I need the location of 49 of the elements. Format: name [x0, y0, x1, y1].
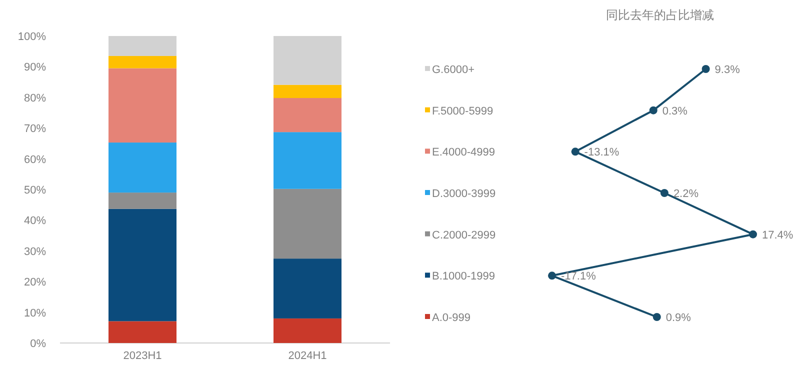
- y-tick-label: 30%: [24, 246, 46, 258]
- data-label: 0.3%: [662, 105, 688, 118]
- point: [749, 230, 757, 238]
- bar: [108, 321, 176, 343]
- data-label: -13.1%: [584, 146, 620, 159]
- x-tick-label: 2024H1: [288, 350, 327, 362]
- bar: [274, 318, 342, 343]
- y-tick-label: 90%: [24, 62, 46, 74]
- bar: [108, 142, 176, 193]
- y-tick-label: 10%: [24, 307, 46, 320]
- point: [571, 148, 580, 156]
- y-tick-label: E.4000-4999: [432, 146, 495, 159]
- y-tick-label: 80%: [24, 92, 46, 104]
- data-label: 2.2%: [673, 188, 699, 200]
- bar: [274, 84, 342, 98]
- y-tick-label: F.5000-5999: [432, 105, 494, 118]
- bar: [108, 36, 176, 56]
- y-tick-label: 0%: [30, 338, 46, 350]
- data-label: 0.9%: [666, 312, 692, 324]
- y-tick-label: 60%: [24, 154, 46, 166]
- bar: [274, 258, 342, 318]
- point: [548, 272, 556, 280]
- point: [649, 106, 658, 114]
- point: [660, 189, 668, 197]
- y-tick-label: D.3000-3999: [432, 188, 496, 200]
- y-tick-label: 40%: [24, 215, 46, 228]
- y-tick-label: 50%: [24, 184, 46, 196]
- bar: [274, 132, 342, 189]
- point: [652, 313, 661, 321]
- bar: [108, 68, 176, 143]
- y-tick-label: G.6000+: [432, 64, 475, 76]
- bar: [274, 188, 342, 259]
- y-tick-label: 100%: [18, 31, 46, 43]
- bar: [108, 208, 176, 322]
- y-tick-label: A.0-999: [432, 312, 471, 324]
- point: [702, 65, 710, 73]
- data-label: 9.3%: [714, 64, 740, 76]
- chart-title: 同比去年的占比增减: [606, 8, 714, 22]
- x-tick-label: 2023H1: [123, 350, 162, 362]
- bar: [274, 36, 342, 85]
- y-tick-label: 70%: [24, 123, 46, 136]
- data-label: 17.4%: [762, 229, 794, 242]
- y-tick-label: C.2000-2999: [432, 229, 496, 242]
- bar: [108, 192, 176, 209]
- y-tick-label: 20%: [24, 276, 46, 289]
- bar: [108, 56, 176, 68]
- bar: [274, 98, 342, 132]
- data-label: -17.1%: [561, 270, 596, 283]
- y-tick-label: B.1000-1999: [432, 270, 495, 283]
